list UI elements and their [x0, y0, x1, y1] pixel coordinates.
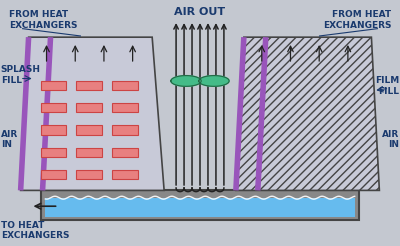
Bar — [112, 125, 138, 135]
Text: AIR
IN: AIR IN — [1, 130, 18, 149]
Text: AIR OUT: AIR OUT — [174, 7, 226, 17]
Bar — [76, 148, 102, 157]
Polygon shape — [21, 37, 164, 190]
Bar — [76, 170, 102, 179]
Bar — [76, 81, 102, 90]
Bar — [40, 190, 360, 220]
Bar — [76, 125, 102, 135]
Polygon shape — [236, 37, 379, 190]
Bar — [76, 103, 102, 112]
Bar — [40, 81, 66, 90]
Polygon shape — [171, 76, 201, 86]
Bar — [112, 148, 138, 157]
Text: SPLASH
FILL: SPLASH FILL — [1, 65, 41, 85]
Bar — [45, 198, 355, 217]
Text: FROM HEAT
EXCHANGERS: FROM HEAT EXCHANGERS — [9, 10, 77, 30]
Text: FILM
FILL: FILM FILL — [375, 76, 399, 95]
Bar — [40, 170, 66, 179]
Text: TO HEAT
EXCHANGERS: TO HEAT EXCHANGERS — [1, 221, 69, 240]
Bar — [112, 103, 138, 112]
Bar — [40, 125, 66, 135]
Bar — [40, 103, 66, 112]
Polygon shape — [199, 76, 229, 86]
Bar — [112, 81, 138, 90]
Text: AIR
IN: AIR IN — [382, 130, 399, 149]
Bar — [40, 148, 66, 157]
Text: FROM HEAT
EXCHANGERS: FROM HEAT EXCHANGERS — [323, 10, 391, 30]
Bar — [112, 170, 138, 179]
